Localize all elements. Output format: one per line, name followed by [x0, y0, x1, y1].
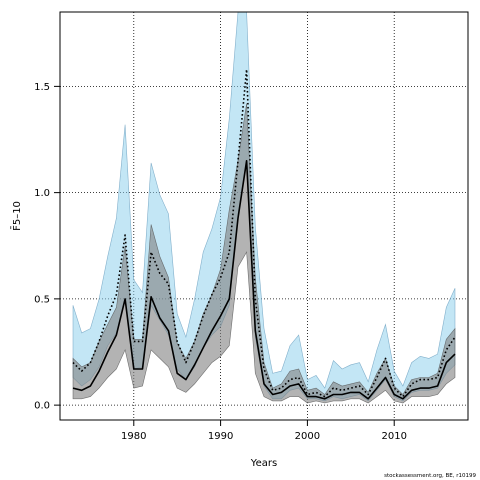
series-line-solid — [72, 160, 456, 400]
series-line-dotted — [72, 68, 456, 398]
y-axis: 0.0 0.5 1.0 1.5 — [34, 82, 60, 412]
y-tick-label: 1.0 — [34, 188, 50, 199]
y-tick-label: 0.5 — [34, 294, 50, 305]
confidence-bands — [72, 11, 456, 404]
confidence-band-grey — [72, 103, 456, 404]
credit-text: stockassessment.org, BE, r10199 — [384, 473, 476, 479]
x-axis-label: Years — [250, 458, 277, 469]
x-tick-label: 2010 — [381, 431, 406, 442]
y-tick-label: 0.0 — [34, 401, 50, 412]
x-axis: 1980 1990 2000 2010 — [121, 420, 407, 442]
series-lines — [72, 68, 456, 400]
y-axis-label: F̄5–10 — [10, 201, 23, 231]
plot-frame — [59, 11, 469, 421]
x-tick-label: 1980 — [121, 431, 146, 442]
x-tick-label: 2000 — [295, 431, 320, 442]
x-tick-label: 1990 — [208, 431, 233, 442]
y-tick-label: 1.5 — [34, 82, 50, 93]
